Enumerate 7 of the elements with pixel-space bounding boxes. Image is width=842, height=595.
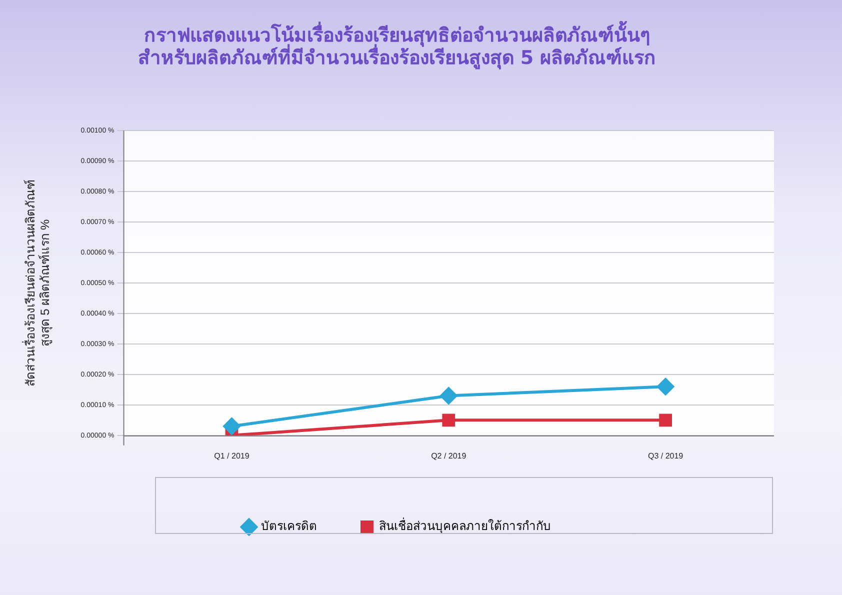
text: สัดส่วนเรื่องร้องเรียนต่อจำนวนผลิตภัณฑ์ <box>24 180 38 386</box>
legend-label: บัตรเครดิต <box>261 519 317 534</box>
text: สูงสุด 5 ผลิตภัณฑ์แรก % <box>38 219 52 347</box>
x-tick-label: Q3 / 2019 <box>648 451 684 460</box>
x-tick-label: Q1 / 2019 <box>214 451 250 460</box>
x-tick-label: Q2 / 2019 <box>431 451 467 460</box>
legend-label: สินเชื่อส่วนบุคคลภายใต้การกำกับ <box>379 517 551 534</box>
